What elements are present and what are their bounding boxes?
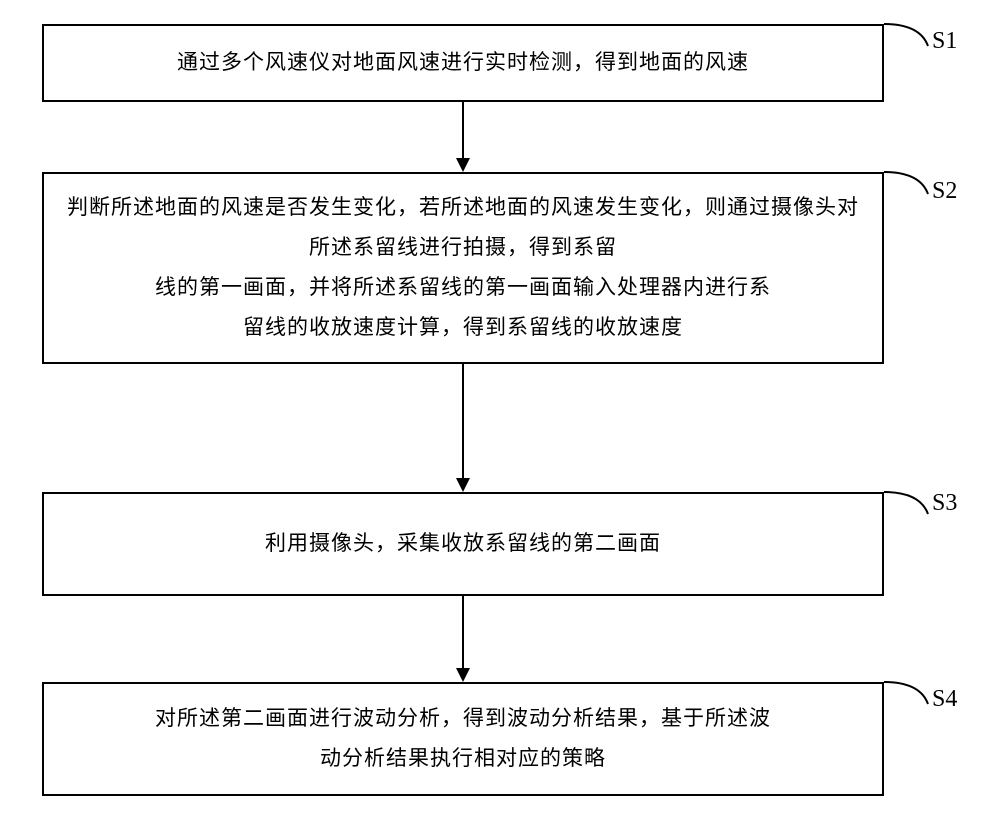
flow-label-s3: S3 xyxy=(932,490,957,517)
flow-label-s1: S1 xyxy=(932,28,957,55)
arrow-s2-s3 xyxy=(453,364,473,492)
flowchart-canvas: 通过多个风速仪对地面风速进行实时检测，得到地面的风速 S1 判断所述地面的风速是… xyxy=(0,0,1000,814)
flow-node-s4: 对所述第二画面进行波动分析，得到波动分析结果，基于所述波 动分析结果执行相对应的… xyxy=(42,682,884,796)
arrow-s3-s4 xyxy=(453,596,473,682)
flow-node-s1: 通过多个风速仪对地面风速进行实时检测，得到地面的风速 xyxy=(42,24,884,102)
arrow-s1-s2 xyxy=(453,102,473,172)
flow-node-s1-text: 通过多个风速仪对地面风速进行实时检测，得到地面的风速 xyxy=(177,43,749,83)
flow-label-s2: S2 xyxy=(932,178,957,205)
flow-node-s3: 利用摄像头，采集收放系留线的第二画面 xyxy=(42,492,884,596)
flow-node-s4-text: 对所述第二画面进行波动分析，得到波动分析结果，基于所述波 动分析结果执行相对应的… xyxy=(155,699,771,779)
flow-node-s3-text: 利用摄像头，采集收放系留线的第二画面 xyxy=(265,524,661,564)
label-connector-s2 xyxy=(884,166,934,200)
flow-node-s2-text: 判断所述地面的风速是否发生变化，若所述地面的风速发生变化，则通过摄像头对所述系留… xyxy=(64,188,862,348)
label-connector-s3 xyxy=(884,486,934,520)
label-connector-s1 xyxy=(884,18,934,52)
flow-label-s4: S4 xyxy=(932,686,957,713)
label-connector-s4 xyxy=(884,676,934,710)
flow-node-s2: 判断所述地面的风速是否发生变化，若所述地面的风速发生变化，则通过摄像头对所述系留… xyxy=(42,172,884,364)
